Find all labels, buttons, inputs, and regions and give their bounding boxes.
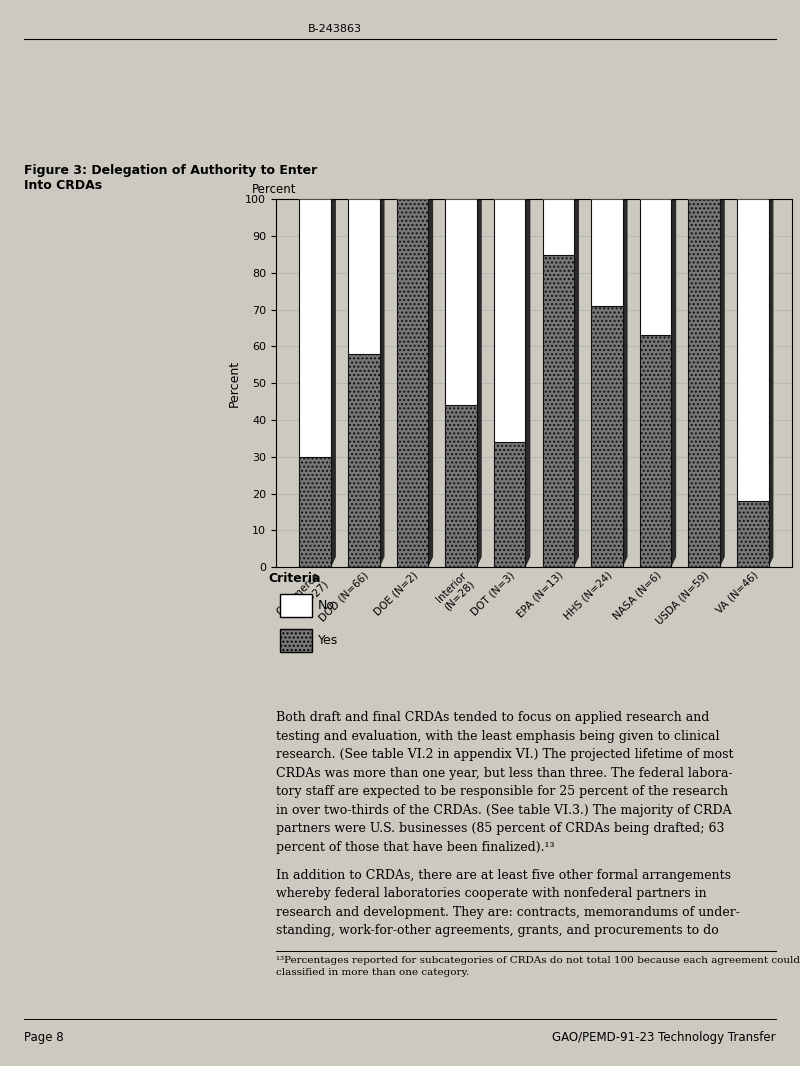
Bar	[348, 354, 380, 567]
Polygon shape	[574, 189, 579, 567]
Bar	[446, 199, 477, 405]
Polygon shape	[526, 189, 530, 567]
Bar	[688, 199, 720, 567]
Polygon shape	[542, 189, 579, 199]
Polygon shape	[769, 189, 774, 567]
Polygon shape	[348, 189, 385, 199]
Bar	[591, 199, 622, 306]
Text: Page 8: Page 8	[24, 1031, 64, 1044]
Polygon shape	[331, 189, 336, 567]
Text: B-243863: B-243863	[308, 25, 362, 34]
Polygon shape	[591, 189, 627, 199]
Text: Figure 3: Delegation of Authority to Enter
Into CRDAs: Figure 3: Delegation of Authority to Ent…	[24, 164, 318, 192]
Bar	[640, 199, 671, 336]
Bar	[397, 199, 428, 567]
Bar	[640, 336, 671, 567]
Bar	[494, 199, 526, 442]
Bar	[494, 442, 526, 567]
Bar	[737, 199, 769, 501]
Bar	[299, 199, 331, 456]
Text: Yes: Yes	[318, 634, 338, 647]
Polygon shape	[477, 189, 482, 567]
Polygon shape	[737, 189, 774, 199]
Text: ¹³Percentages reported for subcategories of CRDAs do not total 100 because each : ¹³Percentages reported for subcategories…	[276, 956, 800, 978]
Polygon shape	[671, 189, 676, 567]
Text: Percent: Percent	[252, 183, 297, 196]
Text: GAO/PEMD-91-23 Technology Transfer: GAO/PEMD-91-23 Technology Transfer	[552, 1031, 776, 1044]
Bar	[446, 405, 477, 567]
Polygon shape	[397, 189, 433, 199]
Bar	[542, 199, 574, 255]
Polygon shape	[446, 189, 482, 199]
Bar	[348, 199, 380, 354]
Text: Both draft and final CRDAs tended to focus on applied research and
testing and e: Both draft and final CRDAs tended to foc…	[276, 711, 734, 854]
Text: In addition to CRDAs, there are at least five other formal arrangements
whereby : In addition to CRDAs, there are at least…	[276, 869, 740, 937]
Bar	[591, 306, 622, 567]
Y-axis label: Percent: Percent	[228, 359, 241, 407]
Polygon shape	[622, 189, 627, 567]
Bar	[737, 501, 769, 567]
Bar	[542, 255, 574, 567]
Polygon shape	[380, 189, 385, 567]
Bar	[299, 456, 331, 567]
Polygon shape	[299, 189, 336, 199]
Polygon shape	[494, 189, 530, 199]
Text: Criteria: Criteria	[268, 572, 321, 585]
Polygon shape	[688, 189, 725, 199]
Text: No: No	[318, 599, 334, 612]
Polygon shape	[428, 189, 433, 567]
Polygon shape	[720, 189, 725, 567]
Polygon shape	[640, 189, 676, 199]
